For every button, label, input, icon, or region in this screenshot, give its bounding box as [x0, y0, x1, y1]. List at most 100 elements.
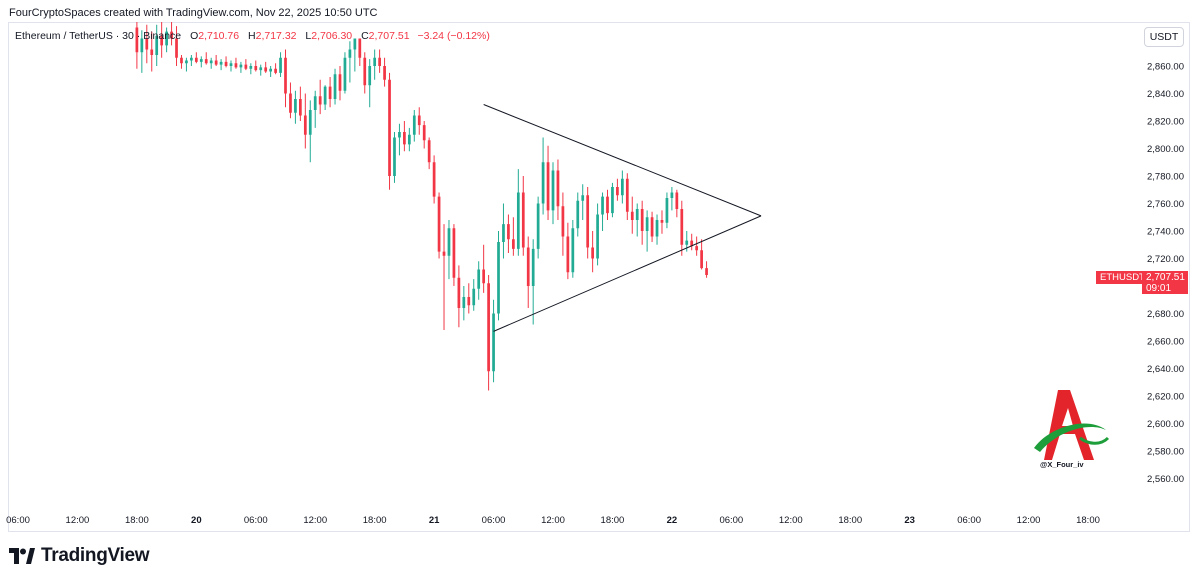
candle-body [516, 192, 520, 249]
y-tick-label: 2,660.00 [1147, 337, 1184, 348]
candle-body [348, 49, 352, 58]
candle-body [507, 224, 510, 240]
x-tick-label: 06:00 [482, 515, 506, 526]
candle-body [328, 86, 332, 99]
x-tick-label: 06:00 [244, 515, 268, 526]
candle-body [655, 220, 659, 237]
y-tick-label: 2,560.00 [1147, 474, 1184, 485]
candle-body [165, 31, 168, 46]
y-tick-label: 2,640.00 [1147, 364, 1184, 375]
candle-body [492, 313, 495, 372]
candle-body [383, 66, 386, 80]
candle-body [308, 110, 312, 135]
candle-body [145, 38, 149, 50]
candle-body [447, 228, 451, 256]
x-tick-label: 18:00 [363, 515, 387, 526]
candle-body [259, 67, 263, 71]
candle-body [625, 178, 629, 212]
candle-body [185, 60, 188, 64]
candle-body [581, 195, 585, 201]
candle-body [279, 57, 282, 73]
y-tick-label: 2,760.00 [1147, 199, 1184, 210]
candle-body [323, 86, 327, 105]
trendline-lower [493, 215, 762, 332]
candle-body [313, 96, 317, 110]
trendline-upper [483, 104, 762, 217]
candle-body [685, 240, 689, 245]
x-tick-label: 18:00 [125, 515, 149, 526]
candle-body [373, 57, 377, 66]
x-tick-label: 20 [191, 515, 202, 526]
candle-body [368, 66, 372, 86]
candle-body [160, 35, 164, 46]
candle-body [249, 66, 253, 69]
candle-body [586, 195, 590, 248]
candle-body [264, 67, 268, 72]
candle-body [546, 162, 550, 211]
candle-body [274, 68, 277, 73]
price-axis: 2,560.00 2,580.00 2,600.00 2,620.00 2,640.00… [1147, 62, 1184, 486]
x-tick-label: 21 [429, 515, 440, 526]
candle-body [289, 93, 292, 113]
candle-body [175, 38, 178, 58]
symbol-price-tag: ETHUSDT [1096, 271, 1149, 284]
candle-body [452, 228, 456, 278]
legend-close: 2,707.51 [368, 30, 410, 42]
legend-low: 2,706.30 [311, 30, 353, 42]
y-tick-label: 2,820.00 [1147, 117, 1184, 128]
candle-body [630, 211, 634, 220]
x-tick-label: 06:00 [6, 515, 30, 526]
candle-body [338, 74, 342, 91]
candle-body [180, 57, 183, 64]
candle-body [234, 63, 238, 68]
chart-caption: FourCryptoSpaces created with TradingVie… [9, 7, 378, 19]
x-tick-label: 12:00 [541, 515, 565, 526]
candle-body [244, 64, 248, 69]
y-tick-label: 2,720.00 [1147, 254, 1184, 265]
candle-body [571, 228, 575, 273]
legend-low-key: L [305, 30, 312, 42]
candle-body [229, 63, 233, 66]
x-tick-label: 12:00 [1017, 515, 1041, 526]
y-tick-label: 2,740.00 [1147, 227, 1184, 238]
author-logo-icon [1034, 390, 1110, 460]
candle-body [561, 206, 565, 237]
x-tick-label: 18:00 [1076, 515, 1100, 526]
candle-body [422, 125, 426, 141]
candle-body [224, 61, 228, 66]
candle-body [551, 170, 555, 211]
chart-frame[interactable] [8, 22, 1190, 532]
candle-body [457, 277, 461, 308]
candle-body [442, 251, 446, 256]
candle-body [204, 59, 208, 64]
candle-body [393, 137, 396, 176]
candle-body [298, 99, 302, 116]
y-tick-label: 2,580.00 [1147, 447, 1184, 458]
candle-body [190, 57, 193, 61]
symbol-legend: Ethereum / TetherUS · 30 · Binance O2,71… [15, 30, 490, 42]
candle-body [462, 297, 466, 308]
candle-body [254, 66, 258, 71]
y-tick-label: 2,620.00 [1147, 392, 1184, 403]
x-tick-label: 06:00 [719, 515, 743, 526]
candle-body [155, 35, 159, 55]
x-tick-label: 12:00 [779, 515, 803, 526]
candle-body [363, 57, 367, 86]
watermark-handle: @X_Four_iv [1040, 460, 1084, 469]
candle-body [407, 134, 411, 145]
candle-body [294, 99, 297, 113]
candle-body [620, 178, 624, 196]
y-tick-label: 2,780.00 [1147, 172, 1184, 183]
candle-body [194, 57, 198, 62]
candle-body [606, 196, 609, 214]
legend-high: 2,717.32 [255, 30, 297, 42]
currency-button[interactable]: USDT [1144, 27, 1184, 47]
candle-body [437, 196, 441, 252]
candle-body [591, 247, 594, 259]
tradingview-brand[interactable]: TradingView [9, 545, 150, 567]
candle-body [645, 217, 649, 231]
candle-body [284, 57, 287, 94]
x-tick-label: 18:00 [601, 515, 625, 526]
candle-body [353, 38, 357, 50]
